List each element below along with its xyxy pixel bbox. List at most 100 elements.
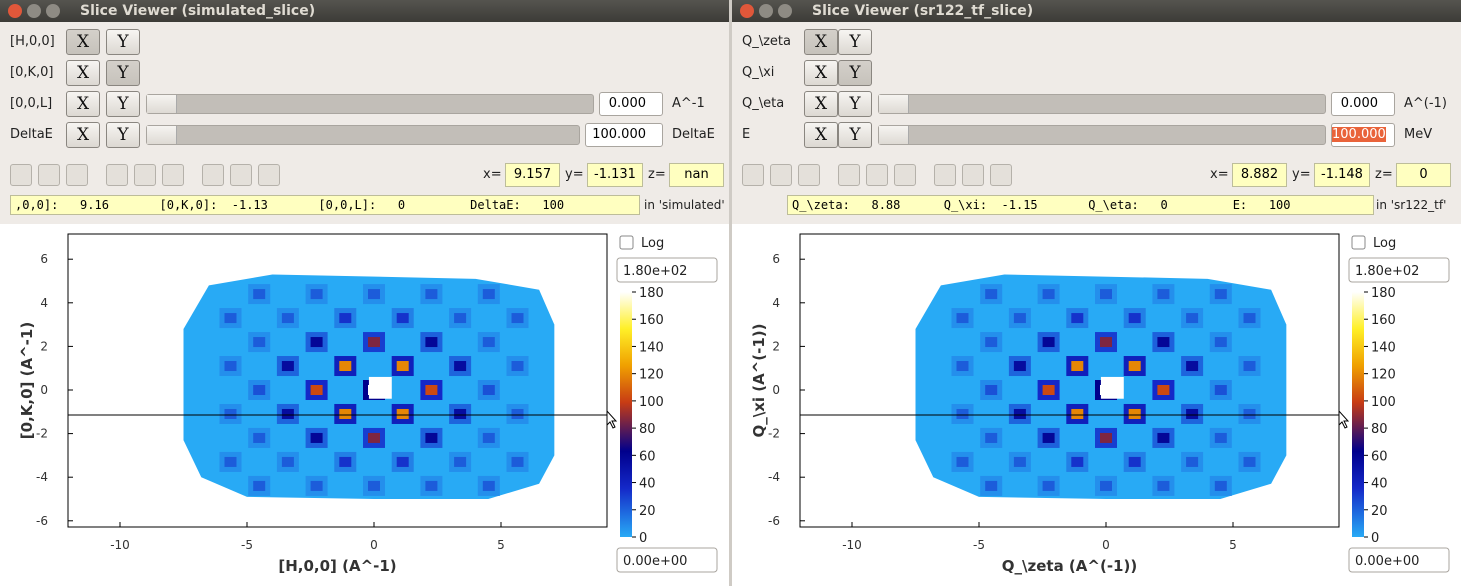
window-control[interactable] — [8, 4, 22, 18]
x-axis-button[interactable]: X — [804, 122, 838, 148]
x-tick-label: 5 — [497, 538, 505, 552]
peak — [1243, 456, 1256, 467]
window-control[interactable] — [46, 4, 60, 18]
peak — [985, 432, 998, 443]
x-axis-button[interactable]: X — [804, 60, 838, 86]
window-control[interactable] — [740, 4, 754, 18]
y-axis-button[interactable]: Y — [106, 91, 140, 117]
toolbar-button[interactable] — [134, 164, 156, 186]
x-axis-button[interactable]: X — [66, 91, 100, 117]
toolbar-button[interactable] — [838, 164, 860, 186]
peak — [1013, 408, 1026, 419]
peak — [511, 456, 524, 467]
log-checkbox[interactable] — [1351, 235, 1366, 250]
slider-handle[interactable] — [879, 95, 909, 113]
slider-handle[interactable] — [147, 95, 177, 113]
masked-center — [368, 376, 392, 399]
slider-handle[interactable] — [879, 126, 909, 144]
toolbar-button[interactable] — [258, 164, 280, 186]
plot-area: -10 -5 0 5 -6 -4 -2 0 2 4 6 Q_\zeta (A^(-1)) Q_\xi (… — [732, 224, 1461, 586]
dimension-slider[interactable] — [146, 125, 580, 145]
window-control[interactable] — [759, 4, 773, 18]
peak — [1042, 289, 1055, 300]
peak — [1042, 337, 1055, 348]
dimension-slider[interactable] — [878, 125, 1326, 145]
colorbar-tick-label: 140 — [1371, 340, 1396, 355]
peak — [310, 337, 323, 348]
toolbar-button[interactable] — [742, 164, 764, 186]
readout: ,0,0]: 9.16 [0,K,0]: -1.13 [0,0,L]: 0 De… — [10, 195, 640, 215]
peak — [1071, 361, 1084, 372]
log-label: Log — [1373, 236, 1396, 251]
toolbar-button[interactable] — [798, 164, 820, 186]
toolbar-button[interactable] — [106, 164, 128, 186]
mouse-cursor — [1338, 409, 1350, 429]
peak — [1243, 408, 1256, 419]
min-spinbox[interactable] — [1348, 547, 1450, 573]
peak — [511, 361, 524, 372]
dimension-slider[interactable] — [878, 94, 1326, 114]
peak — [1100, 289, 1112, 300]
value-spinbox[interactable]: 0.000 — [1331, 92, 1395, 116]
colorbar-tick-label: 160 — [1371, 313, 1396, 328]
x-axis-button[interactable]: X — [66, 60, 100, 86]
peak — [281, 361, 294, 372]
x-axis-button[interactable]: X — [804, 91, 838, 117]
toolbar-button[interactable] — [162, 164, 184, 186]
y-axis-button[interactable]: Y — [106, 29, 140, 55]
min-spinbox[interactable] — [616, 547, 718, 573]
window-control[interactable] — [27, 4, 41, 18]
peak — [1128, 408, 1141, 419]
x-tick-label: 0 — [1102, 538, 1110, 552]
colorbar-tick-label: 80 — [639, 422, 656, 437]
toolbar-button[interactable] — [990, 164, 1012, 186]
toolbar-button[interactable] — [770, 164, 792, 186]
y-axis-button[interactable]: Y — [106, 122, 140, 148]
peak — [281, 313, 294, 324]
spinbox-value: 0.000 — [1340, 96, 1378, 111]
x-axis-button[interactable]: X — [66, 29, 100, 55]
max-spinbox[interactable] — [616, 257, 718, 283]
peak — [396, 408, 409, 419]
x-axis-button[interactable]: X — [804, 29, 838, 55]
toolbar-button[interactable] — [230, 164, 252, 186]
toolbar-button[interactable] — [38, 164, 60, 186]
x-axis-button[interactable]: X — [66, 122, 100, 148]
peak — [482, 432, 495, 443]
peak — [1071, 313, 1084, 324]
log-checkbox[interactable] — [619, 235, 634, 250]
dimension-slider[interactable] — [146, 94, 594, 114]
y-tick-label: 2 — [772, 339, 780, 353]
toolbar-button[interactable] — [10, 164, 32, 186]
axes-frame — [799, 233, 1340, 528]
peak — [511, 408, 524, 419]
peak — [1042, 432, 1055, 443]
unit-label: DeltaE — [672, 127, 715, 142]
toolbar-button[interactable] — [934, 164, 956, 186]
value-spinbox[interactable]: 100.000 — [585, 123, 663, 147]
y-axis-button[interactable]: Y — [838, 60, 872, 86]
max-spinbox[interactable] — [1348, 257, 1450, 283]
toolbar-button[interactable] — [962, 164, 984, 186]
unit-label: A^-1 — [672, 96, 705, 111]
toolbar-button[interactable] — [66, 164, 88, 186]
x-tick-label: -10 — [110, 538, 130, 552]
y-axis-button[interactable]: Y — [838, 29, 872, 55]
peak — [985, 480, 998, 491]
y-axis-button[interactable]: Y — [106, 60, 140, 86]
toolbar-button[interactable] — [866, 164, 888, 186]
y-axis-button[interactable]: Y — [838, 122, 872, 148]
slider-handle[interactable] — [147, 126, 177, 144]
window-control[interactable] — [778, 4, 792, 18]
peak — [1042, 385, 1055, 395]
toolbar-button[interactable] — [202, 164, 224, 186]
toolbar-button[interactable] — [894, 164, 916, 186]
peak — [482, 385, 495, 395]
dimension-label: Q_\xi — [742, 65, 775, 80]
peak — [1128, 313, 1141, 324]
y-axis-button[interactable]: Y — [838, 91, 872, 117]
value-spinbox[interactable]: 0.000 — [599, 92, 663, 116]
peak — [368, 480, 380, 491]
value-spinbox[interactable]: 100.000 — [1331, 123, 1395, 147]
peak — [339, 408, 352, 419]
